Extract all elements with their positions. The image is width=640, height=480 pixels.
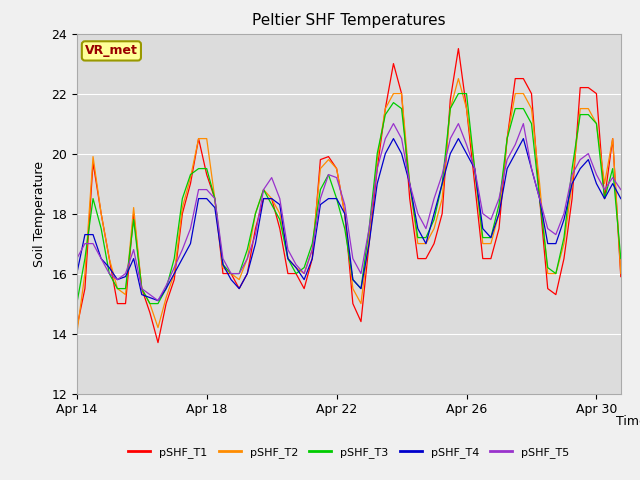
Line: pSHF_T1: pSHF_T1 [77, 48, 621, 343]
X-axis label: Time: Time [616, 415, 640, 428]
pSHF_T1 [154, 340, 162, 346]
pSHF_T3 [454, 91, 462, 96]
pSHF_T5 [154, 298, 162, 303]
pSHF_T5 [617, 187, 625, 192]
pSHF_T2 [195, 136, 202, 142]
pSHF_T4 [73, 271, 81, 276]
Legend: pSHF_T1, pSHF_T2, pSHF_T3, pSHF_T4, pSHF_T5: pSHF_T1, pSHF_T2, pSHF_T3, pSHF_T4, pSHF… [124, 443, 574, 462]
pSHF_T4 [568, 180, 576, 186]
Title: Peltier SHF Temperatures: Peltier SHF Temperatures [252, 13, 445, 28]
pSHF_T1 [617, 274, 625, 279]
pSHF_T4 [577, 166, 584, 171]
Y-axis label: Soil Temperature: Soil Temperature [33, 161, 45, 266]
pSHF_T3 [390, 100, 397, 106]
pSHF_T2 [73, 331, 81, 336]
pSHF_T1 [454, 46, 462, 51]
pSHF_T3 [381, 112, 389, 118]
pSHF_T1 [479, 256, 486, 262]
Text: VR_met: VR_met [85, 44, 138, 58]
pSHF_T4 [520, 136, 527, 142]
Line: pSHF_T3: pSHF_T3 [77, 94, 621, 303]
pSHF_T4 [454, 136, 462, 142]
pSHF_T4 [390, 136, 397, 142]
pSHF_T2 [390, 91, 397, 96]
pSHF_T5 [568, 172, 576, 178]
Line: pSHF_T2: pSHF_T2 [77, 79, 621, 334]
pSHF_T1 [568, 196, 576, 202]
pSHF_T1 [447, 96, 454, 102]
pSHF_T2 [617, 271, 625, 276]
pSHF_T2 [300, 271, 308, 276]
pSHF_T5 [520, 120, 527, 126]
pSHF_T5 [73, 256, 81, 262]
pSHF_T1 [577, 84, 584, 90]
pSHF_T4 [584, 156, 592, 162]
pSHF_T5 [577, 156, 584, 162]
pSHF_T4 [479, 226, 486, 231]
pSHF_T3 [73, 300, 81, 306]
Line: pSHF_T4: pSHF_T4 [77, 139, 621, 300]
pSHF_T5 [479, 211, 486, 216]
pSHF_T5 [454, 120, 462, 126]
pSHF_T3 [568, 166, 576, 171]
pSHF_T1 [520, 76, 527, 82]
pSHF_T2 [568, 180, 576, 186]
pSHF_T2 [381, 106, 389, 111]
Line: pSHF_T5: pSHF_T5 [77, 123, 621, 300]
pSHF_T3 [195, 166, 202, 171]
pSHF_T5 [390, 120, 397, 126]
pSHF_T2 [454, 76, 462, 82]
pSHF_T4 [617, 196, 625, 202]
pSHF_T2 [203, 136, 211, 142]
pSHF_T1 [584, 84, 592, 90]
pSHF_T3 [617, 256, 625, 262]
pSHF_T3 [300, 264, 308, 270]
pSHF_T5 [584, 151, 592, 156]
pSHF_T3 [203, 166, 211, 171]
pSHF_T1 [73, 324, 81, 330]
pSHF_T4 [154, 298, 162, 303]
